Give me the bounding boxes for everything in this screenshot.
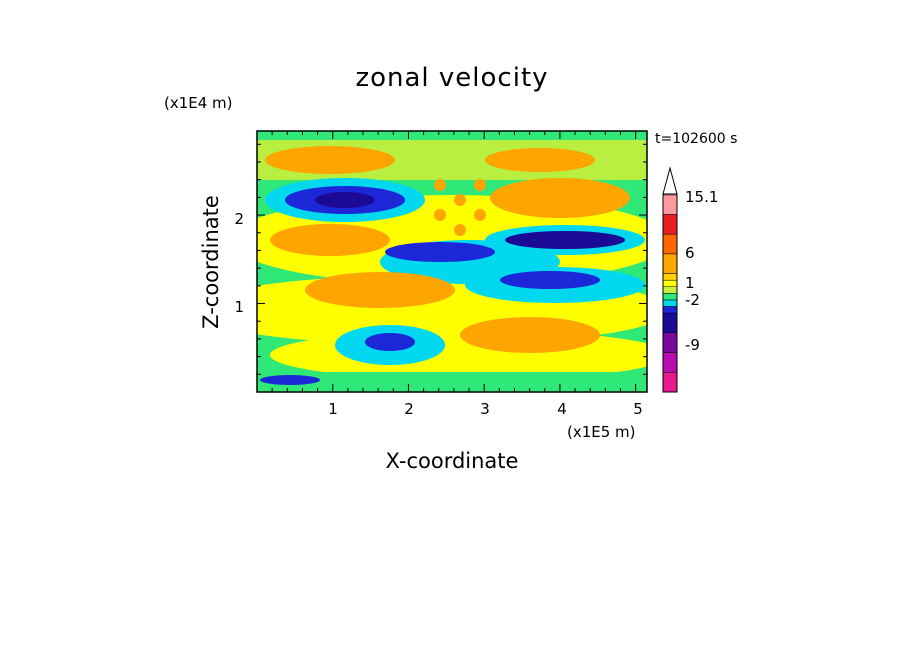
colorbar-swatch	[662, 233, 678, 255]
patch-upper-orange-right	[490, 178, 630, 218]
y-unit-label: (x1E4 m)	[164, 94, 233, 112]
patch-lower-blue	[365, 333, 415, 351]
colorbar-label: -2	[685, 291, 700, 309]
colorbar-swatch	[662, 372, 678, 393]
contour-field	[257, 140, 647, 392]
x-tick-label: 3	[480, 400, 490, 418]
colorbar-swatch	[662, 253, 678, 274]
colorbar-swatch	[662, 299, 678, 307]
x-tick-label: 2	[404, 400, 414, 418]
x-unit-label: (x1E5 m)	[567, 423, 636, 441]
patch-left-orange	[270, 224, 390, 256]
colorbar-swatch	[662, 352, 678, 373]
colorbar-swatch	[662, 286, 678, 294]
patch-mid-orange-left	[305, 272, 455, 308]
colorbar-label: 6	[685, 244, 695, 262]
y-tick-label: 1	[234, 298, 244, 316]
colorbar-swatch	[662, 312, 678, 334]
plot-frame	[256, 130, 648, 393]
patch-right-blue-upper	[505, 231, 625, 249]
y-tick-label: 2	[234, 210, 244, 228]
patch-upper-navy-left	[315, 192, 375, 208]
patch-lower-orange	[460, 317, 600, 353]
colorbar-frame	[662, 193, 678, 393]
colorbar-swatch	[662, 306, 678, 314]
band-bottom-green	[257, 372, 647, 392]
patch-center-blue	[385, 242, 495, 262]
colorbar-swatch	[662, 293, 678, 301]
time-label: t=102600 s	[655, 131, 737, 147]
x-tick-label: 5	[633, 400, 643, 418]
plot-area	[256, 130, 648, 393]
colorbar-swatch	[662, 214, 678, 235]
colorbar-swatch	[662, 279, 678, 288]
colorbar-swatch	[662, 273, 678, 281]
x-axis-label: X-coordinate	[386, 449, 519, 473]
checker-column	[434, 179, 486, 236]
colorbar-label: 1	[685, 274, 695, 292]
patch-bottom-blue	[260, 375, 320, 385]
x-tick-label: 1	[328, 400, 338, 418]
chart-title: zonal velocity	[355, 63, 548, 93]
patch-top-orange-right	[485, 148, 595, 172]
axis-ticks	[257, 131, 647, 392]
patch-top-orange-left	[265, 146, 395, 174]
colorbar-swatch	[662, 332, 678, 353]
colorbar	[662, 166, 678, 393]
colorbar-label: 15.1	[685, 188, 718, 206]
y-axis-label: Z-coordinate	[199, 195, 223, 329]
colorbar-swatch	[662, 193, 678, 215]
colorbar-label: -9	[685, 336, 700, 354]
colorbar-extend-arrow	[662, 166, 678, 195]
x-tick-label: 4	[557, 400, 567, 418]
patch-right-blue-lower	[500, 271, 600, 289]
